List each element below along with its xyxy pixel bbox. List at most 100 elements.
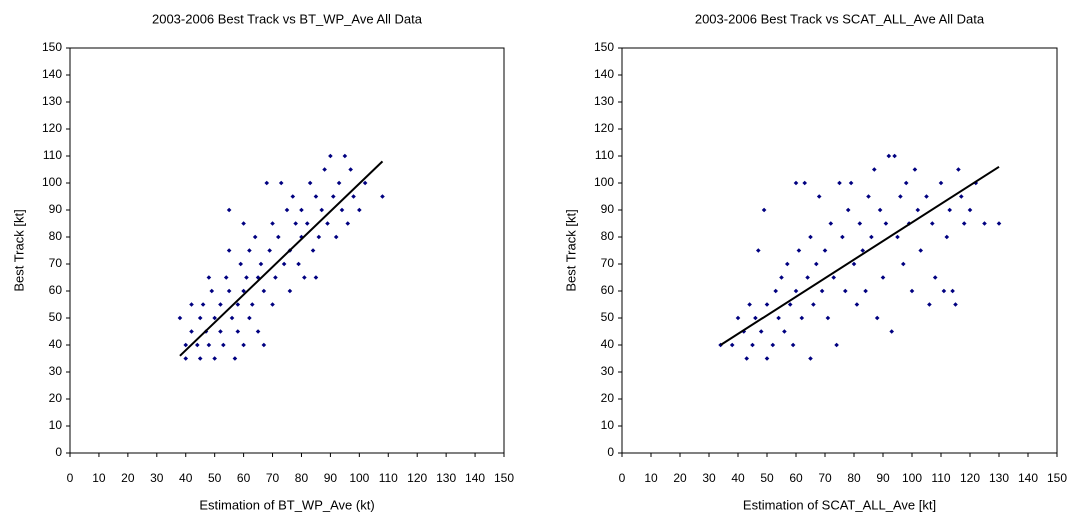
point xyxy=(735,315,741,321)
point xyxy=(808,234,813,240)
point xyxy=(195,342,200,348)
y-tick-label: 100 xyxy=(594,175,614,189)
point xyxy=(212,356,217,361)
point xyxy=(785,261,790,267)
point xyxy=(753,315,758,321)
point xyxy=(258,261,264,267)
point xyxy=(206,275,212,280)
x-tick-label: 100 xyxy=(902,471,922,485)
point xyxy=(197,315,203,321)
point xyxy=(226,288,232,294)
point xyxy=(330,194,336,199)
point xyxy=(857,221,863,226)
point xyxy=(206,342,212,348)
point xyxy=(851,261,857,267)
point xyxy=(956,167,961,172)
point xyxy=(729,342,735,348)
point xyxy=(802,180,807,186)
point xyxy=(959,194,964,199)
point xyxy=(209,288,215,294)
x-tick-label: 80 xyxy=(847,471,861,485)
x-tick-label: 70 xyxy=(818,471,832,485)
point xyxy=(200,302,206,307)
x-tick-label: 40 xyxy=(179,471,193,485)
y-tick-label: 70 xyxy=(601,256,615,270)
point xyxy=(238,261,244,267)
point xyxy=(828,221,834,226)
x-tick-label: 10 xyxy=(644,471,658,485)
point xyxy=(345,221,351,226)
point xyxy=(197,356,203,361)
x-tick-label: 40 xyxy=(731,471,745,485)
trend-line xyxy=(720,165,1000,346)
point xyxy=(177,315,183,321)
y-tick-label: 60 xyxy=(601,283,615,297)
point xyxy=(293,221,298,226)
y-axis-title: Best Track [kt] xyxy=(11,209,26,291)
point xyxy=(241,342,246,348)
point xyxy=(218,302,223,307)
point xyxy=(183,356,189,361)
point xyxy=(866,194,871,199)
point xyxy=(903,180,909,186)
point xyxy=(223,275,229,280)
point xyxy=(284,207,290,213)
point xyxy=(229,315,235,321)
point xyxy=(189,302,194,307)
x-tick-label: 70 xyxy=(266,471,280,485)
point xyxy=(270,302,275,307)
point xyxy=(313,194,319,199)
point xyxy=(927,302,932,307)
point xyxy=(235,329,241,334)
point xyxy=(744,356,749,361)
point xyxy=(189,329,194,334)
point xyxy=(313,275,319,280)
point xyxy=(953,302,958,307)
point xyxy=(764,302,770,307)
x-axis-title: Estimation of SCAT_ALL_Ave [kt] xyxy=(743,497,936,512)
point xyxy=(869,234,874,240)
x-tick-label: 90 xyxy=(876,471,890,485)
point xyxy=(770,342,776,348)
y-tick-label: 60 xyxy=(49,283,63,297)
point xyxy=(811,302,816,307)
y-tick-label: 50 xyxy=(601,310,615,324)
point xyxy=(860,248,865,253)
point xyxy=(924,194,929,199)
x-tick-label: 90 xyxy=(324,471,338,485)
y-tick-label: 90 xyxy=(601,202,615,216)
point xyxy=(287,288,293,294)
x-tick-label: 130 xyxy=(436,471,456,485)
x-tick-label: 140 xyxy=(1018,471,1038,485)
point xyxy=(304,221,310,226)
point xyxy=(244,275,249,280)
y-tick-label: 110 xyxy=(43,148,62,162)
point xyxy=(235,302,241,307)
point xyxy=(880,275,886,280)
point xyxy=(845,207,851,213)
x-tick-label: 150 xyxy=(1047,471,1067,485)
point xyxy=(854,302,860,307)
point xyxy=(799,315,805,321)
y-tick-label: 150 xyxy=(42,40,62,54)
point xyxy=(299,207,304,213)
point xyxy=(267,248,272,253)
point xyxy=(883,221,889,226)
point xyxy=(302,275,307,280)
point xyxy=(747,302,752,307)
point xyxy=(319,207,325,213)
point xyxy=(816,194,822,199)
x-tick-label: 30 xyxy=(150,471,164,485)
x-tick-label: 60 xyxy=(789,471,803,485)
point xyxy=(941,288,947,294)
point xyxy=(307,180,313,186)
point xyxy=(328,153,333,159)
point xyxy=(348,167,353,172)
point xyxy=(938,180,944,186)
point xyxy=(758,329,764,334)
point xyxy=(339,207,345,213)
point xyxy=(996,221,1002,226)
y-tick-label: 70 xyxy=(49,256,63,270)
y-tick-label: 50 xyxy=(49,310,63,324)
